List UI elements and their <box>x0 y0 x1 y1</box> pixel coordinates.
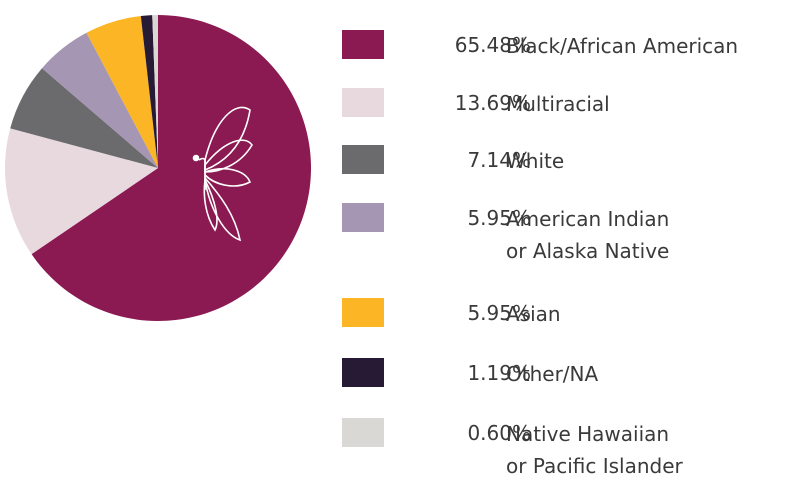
value-label: 5.95% <box>467 301 531 325</box>
legend-label: Multiracial <box>506 92 610 116</box>
legend-label: White <box>506 149 565 173</box>
pie-slice <box>10 68 158 168</box>
legend-swatch <box>342 203 384 232</box>
legend-label: American Indian or Alaska Native <box>506 207 670 263</box>
value-label: 1.19% <box>467 361 531 385</box>
value-label: 0.60% <box>467 421 531 445</box>
butterfly-logo <box>192 106 253 242</box>
pie-chart <box>4 15 312 321</box>
pie-slice <box>86 15 158 169</box>
value-label: 7.14% <box>467 148 531 172</box>
legend-swatch <box>342 88 384 117</box>
pie-slice <box>42 32 159 168</box>
value-label: 65.48% <box>454 33 531 57</box>
value-label: 5.95% <box>467 206 531 230</box>
legend-label: Asian <box>506 302 561 326</box>
value-label: 13.69% <box>454 91 531 115</box>
pie-slice <box>4 128 159 255</box>
legend-swatch <box>342 298 384 327</box>
pie-slice <box>152 15 158 168</box>
legend-swatch <box>342 358 384 387</box>
legend-label: Other/NA <box>506 362 599 386</box>
legend-label: Black/African American <box>506 34 739 58</box>
legend-swatch <box>342 145 384 174</box>
pie-slice <box>31 15 312 321</box>
legend-swatch <box>342 30 384 59</box>
pie-slice <box>140 15 158 169</box>
legend-swatch <box>342 418 384 447</box>
legend-label: Native Hawaiian or Pacific Islander <box>506 422 683 478</box>
